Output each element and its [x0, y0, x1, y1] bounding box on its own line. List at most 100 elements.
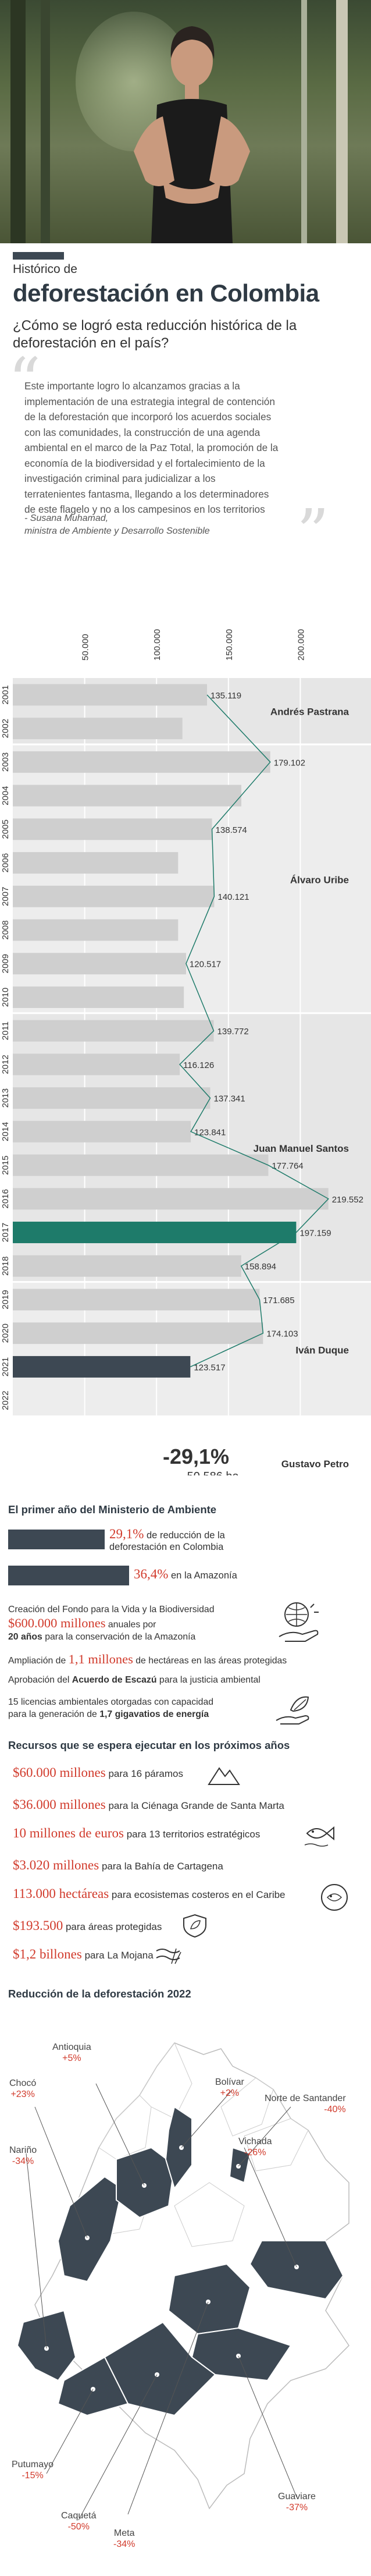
bar: [13, 1188, 329, 1210]
author-role: ministra de Ambiente y Desarrollo Sosten…: [24, 526, 210, 536]
data-label: 171.685: [263, 1296, 294, 1305]
data-label: 123.841: [194, 1127, 226, 1137]
region-name: Bolívar: [215, 2077, 244, 2087]
year-label: 2014: [1, 1122, 10, 1141]
label-guaviare: Guaviare -37%: [278, 2491, 316, 2513]
stat-amazonia: 36,4% en la Amazonía: [134, 1567, 237, 1581]
data-label: 179.102: [274, 758, 305, 768]
data-label: 139.772: [217, 1027, 249, 1037]
region-pct: -34%: [12, 2156, 34, 2166]
bar: [13, 953, 186, 975]
year-label: 2004: [1, 786, 10, 805]
year-label: 2013: [1, 1088, 10, 1108]
region-pct: -37%: [286, 2503, 308, 2513]
year-label: 2022: [1, 1390, 10, 1410]
period-name: Juan Manuel Santos: [254, 1143, 349, 1154]
resources-section-title: Recursos que se espera ejecutar en los p…: [8, 1739, 290, 1751]
region-putumayo: [57, 2356, 129, 2417]
protected-areas-line: Ampliación de 1,1 millones de hectáreas …: [8, 1652, 287, 1667]
region-name: Caquetá: [61, 2511, 97, 2521]
x-tick-label: 50.000: [81, 634, 91, 661]
resource-text: para 16 páramos: [105, 1768, 183, 1779]
resource-amount: 113.000 hectáreas: [13, 1886, 109, 1901]
stat-text: en la Amazonía: [168, 1570, 237, 1581]
open-quote-icon: “: [8, 344, 41, 418]
data-label: 137.341: [214, 1094, 245, 1104]
resource-item: $3.020 millones para la Bahía de Cartage…: [13, 1858, 223, 1873]
quote-line: ambiental en el marco de la Paz Total, l…: [24, 442, 279, 453]
resource-item: $193.500 para áreas protegidas: [13, 1918, 162, 1933]
year-label: 2007: [1, 887, 10, 906]
region-pct: +2%: [220, 2088, 240, 2098]
region-name: Putumayo: [12, 2460, 54, 2469]
region-vichada: [249, 2240, 344, 2300]
resource-amount: $193.500: [13, 1918, 63, 1933]
label-meta: Meta -34%: [113, 2528, 135, 2550]
x-tick-label: 150.000: [224, 629, 234, 661]
resource-text: para áreas protegidas: [63, 1921, 162, 1932]
label-bolivar: Bolívar +2%: [215, 2077, 244, 2099]
fund-amount: $600.000 millones: [8, 1616, 106, 1630]
resource-amount: $36.000 millones: [13, 1797, 106, 1812]
label-norte-santander: Norte de Santander -40%: [265, 2093, 346, 2115]
quote-author: - Susana Muhamad, ministra de Ambiente y…: [24, 512, 327, 538]
bar: [13, 1322, 263, 1344]
resource-item: $60.000 millones para 16 páramos: [13, 1765, 183, 1780]
bar: [13, 1255, 241, 1277]
period-name: Andrés Pastrana: [270, 707, 349, 718]
stat-value: 29,1%: [109, 1527, 144, 1541]
data-label: 123.517: [194, 1362, 225, 1372]
year-label: 2017: [1, 1223, 10, 1242]
region-choco: [57, 2176, 123, 2283]
map-section-title: Reducción de la deforestación 2022: [8, 1988, 191, 2000]
question-heading: ¿Cómo se logró esta reducción histórica …: [13, 318, 297, 351]
line-text: Aprobación del: [8, 1675, 72, 1685]
label-vichada: Vichada -26%: [238, 2136, 272, 2158]
bar: [13, 1120, 191, 1142]
region-name: Chocó: [9, 2078, 37, 2088]
bar: [13, 919, 179, 941]
region-antioquia: [116, 2146, 176, 2219]
hectares-amount: 1,1 millones: [68, 1652, 133, 1666]
quote-line: de este flagelo y no a los campesinos en…: [24, 503, 265, 515]
fund-text: para la conservación de la Amazonía: [42, 1632, 196, 1642]
resource-text: para la Ciénaga Grande de Santa Marta: [105, 1800, 284, 1811]
stat-value: 36,4%: [134, 1567, 169, 1581]
region-name: Vichada: [238, 2137, 272, 2146]
region-pct: -34%: [113, 2539, 135, 2549]
licenses-line: 15 licencias ambientales otorgadas con c…: [8, 1696, 213, 1720]
data-label: 177.764: [272, 1161, 303, 1171]
energy-bold: 1,7 gigavatios de energía: [99, 1709, 209, 1719]
title-kicker: Histórico de: [13, 262, 77, 276]
year-label: 2003: [1, 753, 10, 772]
region-name: Meta: [113, 2528, 135, 2538]
year-label: 2005: [1, 819, 10, 839]
label-putumayo: Putumayo -15%: [12, 2459, 53, 2481]
year-label: 2012: [1, 1055, 10, 1074]
resource-amount: $60.000 millones: [13, 1765, 106, 1780]
hero-photo: [0, 0, 371, 243]
resource-item: 113.000 hectáreas para ecosistemas coste…: [13, 1886, 286, 1901]
resource-text: para 13 territorios estratégicos: [124, 1829, 261, 1840]
x-tick-label: 200.000: [296, 629, 306, 661]
bar: [13, 1087, 211, 1109]
region-pct: -26%: [244, 2148, 266, 2158]
period-name: Álvaro Uribe: [290, 874, 349, 885]
photo-tree: [301, 0, 307, 243]
year-label: 2009: [1, 954, 10, 973]
region-pct: +5%: [62, 2053, 81, 2063]
escazu-bold: Acuerdo de Escazú: [72, 1675, 157, 1685]
resource-amount: 10 millones de euros: [13, 1826, 124, 1840]
year-label: 2020: [1, 1324, 10, 1343]
bar: [13, 1289, 260, 1311]
photo-tree: [336, 0, 348, 243]
data-label: 135.119: [211, 691, 241, 701]
data-label: 116.126: [183, 1060, 214, 1070]
quote-line: economía de la biodiversidad y el fortal…: [24, 457, 265, 469]
year-label: 2019: [1, 1290, 10, 1309]
fish-icon: [304, 1826, 334, 1847]
data-label: 138.574: [216, 825, 247, 835]
data-label: 219.552: [332, 1195, 363, 1205]
bar: [13, 986, 184, 1008]
ministry-section-title: El primer año del Ministerio de Ambiente: [8, 1503, 217, 1516]
